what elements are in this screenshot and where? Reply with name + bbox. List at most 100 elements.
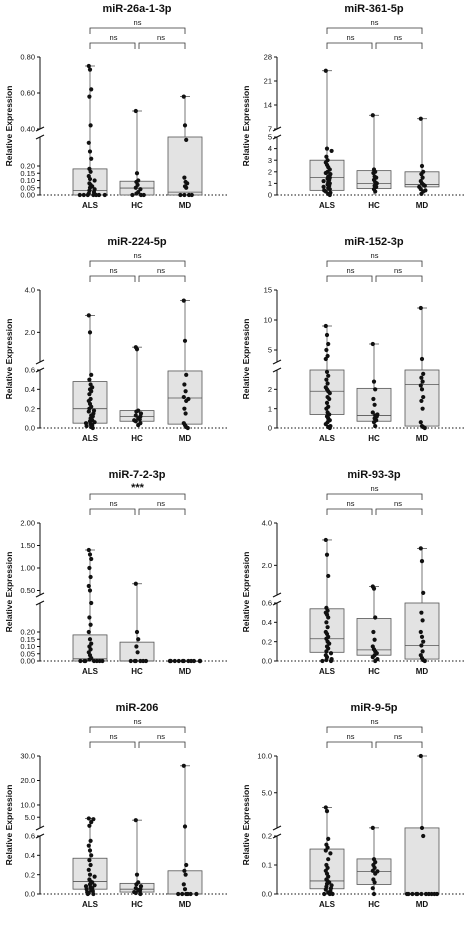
data-point-MD — [418, 116, 423, 121]
data-point-ALS — [325, 625, 330, 630]
x-category-label: HC — [368, 667, 380, 676]
y-tick-label: 1.50 — [20, 541, 35, 550]
data-point-ALS — [326, 836, 331, 841]
data-point-MD — [419, 891, 424, 897]
y-tick-label: 0.1 — [262, 861, 272, 870]
x-category-label: MD — [416, 201, 429, 210]
data-point-HC — [128, 658, 133, 664]
data-point-HC — [134, 629, 140, 635]
data-point-ALS — [87, 176, 93, 182]
data-point-ALS — [100, 658, 105, 664]
x-category-label: ALS — [82, 667, 99, 676]
data-point-HC — [370, 886, 375, 891]
y-axis-label: Relative Expression — [241, 552, 251, 633]
data-point-MD — [404, 891, 410, 897]
data-point-ALS — [89, 820, 94, 825]
data-point-ALS — [323, 68, 328, 73]
x-category-label: MD — [179, 900, 192, 909]
bracket-left — [326, 741, 373, 748]
data-point-ALS — [324, 369, 330, 375]
data-point-MD — [420, 649, 425, 654]
data-point-MD — [421, 394, 426, 400]
y-tick-label: 0.2 — [262, 832, 272, 841]
data-point-ALS — [85, 192, 90, 198]
significance-right: ns — [157, 33, 165, 42]
y-tick-label: 0.0 — [262, 657, 272, 666]
y-tick-label: 5.0 — [262, 788, 272, 797]
data-point-MD — [184, 372, 189, 377]
data-point-HC — [372, 637, 377, 642]
data-point-MD — [419, 356, 425, 362]
data-point-HC — [133, 108, 138, 114]
data-point-MD — [422, 425, 427, 431]
significance-right: ns — [394, 499, 402, 508]
data-point-MD — [419, 387, 425, 392]
y-axis-label: Relative Expression — [241, 86, 251, 167]
data-point-MD — [184, 137, 189, 142]
data-point-ALS — [87, 565, 92, 571]
x-category-label: HC — [131, 900, 143, 909]
data-point-ALS — [87, 588, 93, 593]
data-point-MD — [181, 882, 186, 887]
data-point-MD — [418, 753, 423, 759]
data-point-MD — [181, 94, 186, 99]
y-tick-label: 4.0 — [25, 286, 35, 295]
y-tick-label: 0.0 — [262, 890, 272, 899]
data-point-HC — [373, 658, 378, 664]
data-point-HC — [372, 880, 377, 885]
data-point-ALS — [323, 537, 328, 543]
y-axis-label: Relative Expression — [4, 86, 14, 167]
y-tick-label: 0.00 — [20, 657, 35, 666]
chart-title: miR-93-3p — [347, 469, 400, 481]
data-point-ALS — [323, 356, 328, 362]
data-point-MD — [421, 833, 426, 839]
y-tick-label: 0.10 — [20, 176, 35, 185]
data-point-MD — [184, 862, 189, 868]
data-point-HC — [370, 410, 375, 415]
significance-brackets — [326, 260, 423, 282]
y-tick-label: 15 — [264, 286, 272, 295]
y-tick-label: 0.20 — [20, 628, 35, 637]
data-point-MD — [419, 643, 424, 648]
chart-panel-3: miR-224-5p Relative Expression 0.0 0.2 0.4 0.… — [0, 233, 237, 466]
significance-brackets — [89, 726, 186, 748]
data-point-ALS — [323, 422, 328, 427]
bracket-right — [375, 741, 423, 748]
y-tick-label: 20.0 — [20, 776, 35, 785]
data-point-MD — [188, 891, 193, 897]
data-point-HC — [371, 396, 376, 402]
data-point-HC — [136, 423, 141, 428]
data-point-HC — [134, 644, 139, 649]
box-MD — [404, 827, 440, 895]
y-axis-label: Relative Expression — [4, 785, 14, 866]
data-point-ALS — [86, 843, 91, 848]
data-point-ALS — [87, 94, 92, 99]
data-point-ALS — [102, 192, 107, 198]
chart-panel-4: miR-152-3p Relative Expression 0 1 2 5 10 15 ALS… — [237, 233, 474, 466]
data-point-HC — [138, 187, 143, 192]
y-tick-label: 2 — [268, 385, 272, 394]
y-tick-label: 10.0 — [257, 752, 272, 761]
data-point-MD — [182, 868, 187, 873]
y-tick-label: 10.0 — [20, 801, 35, 810]
data-point-MD — [414, 891, 419, 897]
significance-left: ns — [347, 266, 355, 275]
significance-right: ns — [157, 732, 165, 741]
y-tick-label: 0 — [268, 424, 272, 433]
bracket-top — [326, 27, 423, 34]
data-point-HC — [134, 872, 140, 877]
data-point-ALS — [86, 867, 91, 872]
data-point-MD — [420, 379, 425, 384]
data-point-ALS — [324, 400, 330, 405]
data-point-MD — [418, 420, 423, 425]
y-tick-label: 1 — [268, 404, 272, 413]
data-point-HC — [373, 423, 378, 429]
data-point-ALS — [86, 140, 91, 145]
axis-break-mark — [272, 825, 282, 831]
chart-title: miR-7-2-3p — [109, 469, 166, 481]
data-point-MD — [421, 639, 426, 644]
data-point-ALS — [326, 857, 331, 862]
y-tick-label: 1.00 — [20, 564, 35, 573]
data-point-MD — [182, 192, 187, 198]
data-point-ALS — [92, 883, 97, 888]
